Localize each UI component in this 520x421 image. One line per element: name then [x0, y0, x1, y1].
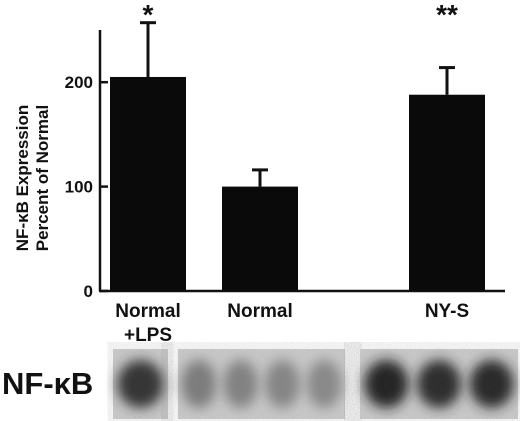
y-ticks: 0 100 200 [65, 73, 108, 301]
western-blot-image [113, 349, 518, 419]
y-tick-label: 200 [65, 73, 93, 92]
bars: * Normal +LPS Normal ** NY-S [110, 0, 485, 346]
x-category-label: +LPS [124, 325, 172, 346]
y-tick-label: 100 [65, 178, 93, 197]
x-category-label: Normal [115, 301, 180, 322]
y-axis-label-line1: NF-κB Expression [13, 105, 32, 251]
y-axis-label: NF-κB Expression Percent of Normal [13, 105, 52, 251]
bar [222, 186, 298, 291]
blot-texture [360, 349, 518, 419]
bar [110, 76, 186, 291]
significance-marker: * [143, 0, 154, 30]
blot-texture [178, 349, 345, 419]
blot-label: NF-κB [2, 366, 93, 401]
x-category-label: Normal [227, 301, 292, 322]
y-axis-label-line2: Percent of Normal [33, 105, 52, 251]
significance-marker: ** [436, 0, 458, 30]
blot-texture [113, 349, 168, 419]
x-category-label: NY-S [425, 301, 469, 322]
bar [409, 94, 485, 291]
y-tick-label: 0 [84, 282, 93, 301]
